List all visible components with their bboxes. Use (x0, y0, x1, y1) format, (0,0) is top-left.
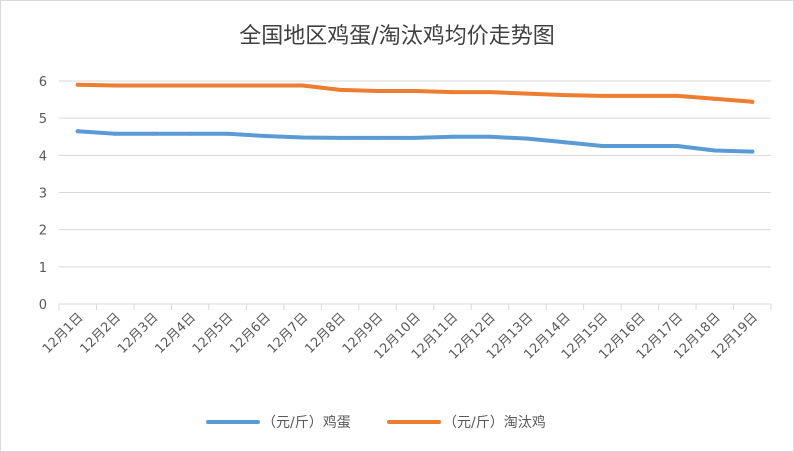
series-1-point (375, 89, 380, 94)
series-1-point (712, 96, 717, 101)
series-line-1 (75, 82, 755, 104)
series-1-point (263, 83, 268, 88)
series-0-point (263, 134, 268, 139)
x-tick-label: 12月3日 (115, 310, 162, 357)
y-axis: 0 1 2 3 4 5 6 (39, 75, 47, 313)
series-0-point (375, 135, 380, 140)
series-0-point (712, 148, 717, 153)
series-0-point (413, 135, 417, 140)
x-tick-label: 12月5日 (190, 310, 237, 357)
series-0-point (450, 134, 455, 139)
series-1-point (413, 89, 417, 94)
series-0-point (675, 144, 680, 149)
series-0-point (487, 134, 492, 139)
series-0-point (637, 144, 642, 149)
series-1-point (450, 90, 455, 95)
series-0-point (600, 144, 605, 149)
y-tick-label: 6 (39, 75, 47, 90)
series-0-point (113, 131, 118, 136)
series-0-point (300, 135, 305, 140)
y-tick-label: 3 (39, 187, 47, 202)
series-1-point (225, 83, 230, 88)
legend: （元/斤）鸡蛋 （元/斤）淘汰鸡 (206, 414, 546, 431)
x-axis: 12月1日12月2日12月3日12月4日12月5日12月6日12月7日12月8日… (40, 304, 772, 363)
series-0-point (338, 135, 343, 140)
x-tick-label: 12月6日 (227, 310, 274, 357)
x-tick-label: 12月2日 (77, 310, 124, 357)
legend-label-0: （元/斤）鸡蛋 (262, 414, 351, 431)
series-1-point (75, 82, 80, 87)
series-1-point (525, 91, 530, 96)
grid-lines (59, 80, 771, 305)
series-line-0 (75, 129, 755, 154)
series-1-point (150, 83, 155, 88)
series-1-point (300, 83, 305, 88)
series-1-point (113, 83, 118, 88)
series-1-point (600, 93, 605, 98)
series-0-point (525, 136, 530, 141)
series-1-point (487, 90, 492, 95)
series-1-point (188, 83, 193, 88)
y-tick-label: 0 (39, 298, 47, 313)
y-tick-label: 2 (39, 224, 47, 239)
series-1-point (637, 93, 642, 98)
series-0-point (750, 149, 755, 154)
series-1-point (338, 87, 343, 92)
legend-label-1: （元/斤）淘汰鸡 (443, 414, 546, 431)
series-1-point (675, 93, 680, 98)
series-layer (75, 82, 755, 154)
series-1-point (562, 93, 567, 98)
series-0-point (188, 131, 193, 136)
x-tick-label: 12月8日 (302, 310, 349, 357)
series-0-point (150, 131, 155, 136)
series-1-point (750, 99, 755, 104)
x-tick-label: 12月4日 (152, 310, 199, 357)
series-0-point (225, 131, 230, 136)
series-0-point (75, 129, 80, 134)
y-tick-label: 4 (39, 149, 47, 164)
chart-title: 全国地区鸡蛋/淘汰鸡均价走势图 (239, 24, 554, 49)
x-tick-label: 12月7日 (265, 310, 312, 357)
y-tick-label: 1 (39, 261, 47, 276)
series-0-point (562, 140, 567, 145)
y-tick-label: 5 (39, 112, 47, 127)
x-tick-label: 12月1日 (40, 310, 87, 357)
